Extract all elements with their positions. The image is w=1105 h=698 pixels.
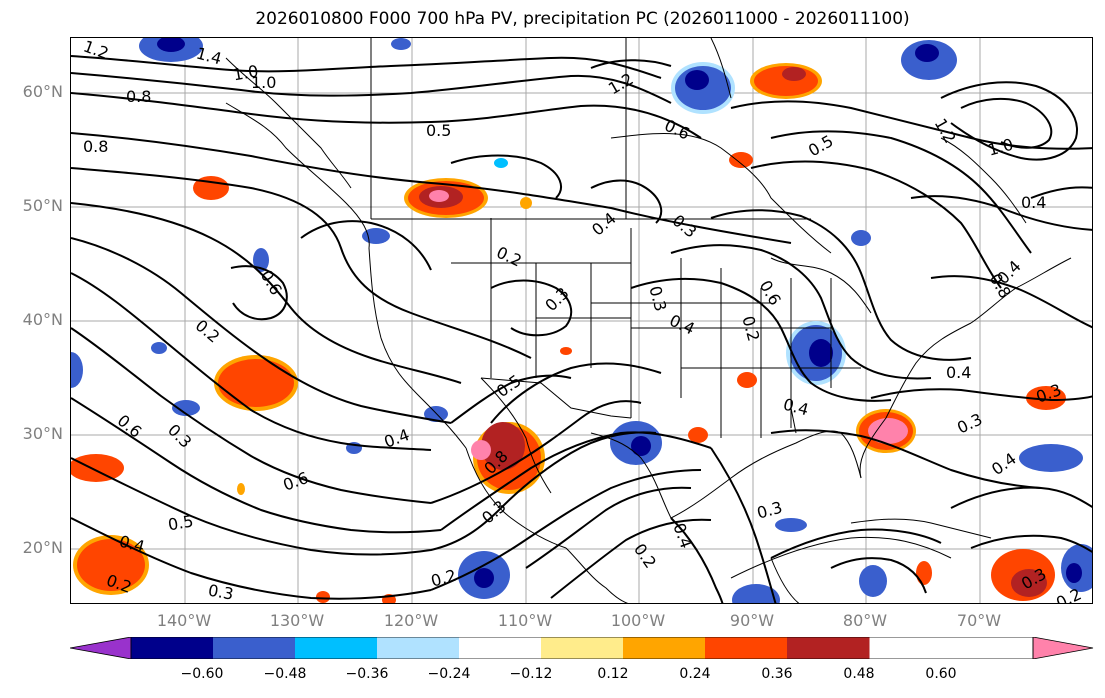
- lat-label: 60°N: [22, 82, 63, 101]
- colorbar-tick: −0.24: [427, 666, 471, 682]
- contour-label: 0.5: [166, 511, 194, 534]
- contour-label: 0.4: [669, 520, 696, 550]
- colorbar-cell: [295, 637, 378, 659]
- colorbar-cell: [623, 637, 706, 659]
- contour-label: 0.4: [988, 449, 1020, 479]
- colorbar-extend-low: [70, 637, 132, 659]
- contour-label: 1.2: [931, 115, 960, 147]
- contour-label: 0.3: [669, 211, 701, 242]
- contour-label: 0.8: [126, 87, 151, 106]
- contour-label: 0.4: [1021, 193, 1046, 212]
- lon-label: 70°W: [956, 611, 1002, 630]
- lat-label: 50°N: [22, 196, 63, 215]
- pv-contours: [71, 55, 1092, 603]
- contour-label: 0.5: [805, 131, 837, 160]
- contour-label: 0.4: [381, 425, 411, 452]
- colorbar-cell: [213, 637, 296, 659]
- contour-label: 0.2: [630, 540, 660, 572]
- contour-label: 0.6: [114, 411, 146, 442]
- lon-label: 120°W: [383, 611, 439, 630]
- contour-label: 0.3: [645, 284, 670, 314]
- colorbar-tick: 0.60: [925, 666, 957, 682]
- lat-label: 40°N: [22, 310, 63, 329]
- contour-label: 0.3: [207, 581, 235, 604]
- colorbar-tick: 0.12: [597, 666, 629, 682]
- lon-label: 140°W: [156, 611, 212, 630]
- contour-label: 0.2: [429, 566, 459, 591]
- coastlines: [225, 38, 1072, 603]
- map-canvas: 1.2 1.4 1.0 0.8 0.8 0.5 0.6 1.2 1.0 0.5 …: [71, 38, 1092, 604]
- chart-title: 2026010800 F000 700 hPa PV, precipitatio…: [255, 9, 910, 29]
- lon-label: 100°W: [610, 611, 666, 630]
- colorbar-cell: [705, 637, 788, 659]
- lat-label: 20°N: [22, 538, 63, 557]
- colorbar-extend-high: [1032, 637, 1094, 659]
- contour-label: 1.2: [605, 69, 637, 98]
- lon-label: 90°W: [729, 611, 775, 630]
- contour-label: 0.8: [83, 137, 108, 156]
- lat-label: 30°N: [22, 424, 63, 443]
- colorbar-cells: [131, 637, 870, 659]
- lon-label: 130°W: [269, 611, 325, 630]
- colorbar-tick: −0.36: [345, 666, 389, 682]
- contour-label: 0.3: [541, 284, 572, 315]
- contour-label: 0.3: [954, 410, 985, 438]
- graticule: [71, 38, 1092, 603]
- colorbar-tick: 0.36: [761, 666, 793, 682]
- contour-label: 0.3: [164, 420, 195, 451]
- contour-label: 1.0: [231, 61, 259, 84]
- colorbar: [70, 637, 1094, 659]
- colorbar-cell: [459, 637, 542, 659]
- lon-label: 110°W: [497, 611, 553, 630]
- contour-label: 0.2: [738, 314, 763, 344]
- contour-label: 0.3: [755, 498, 785, 523]
- colorbar-cell: [787, 637, 870, 659]
- colorbar-tick: −0.12: [509, 666, 553, 682]
- colorbar-cell: [131, 637, 214, 659]
- map-panel: 1.2 1.4 1.0 0.8 0.8 0.5 0.6 1.2 1.0 0.5 …: [70, 37, 1093, 604]
- colorbar-cell: [541, 637, 624, 659]
- colorbar-tick: −0.48: [263, 666, 307, 682]
- contour-label: 0.4: [667, 311, 698, 339]
- contour-label: 1.4: [194, 43, 224, 68]
- colorbar-tick: 0.48: [843, 666, 875, 682]
- contour-label: 0.2: [494, 243, 525, 271]
- colorbar-tick: 0.24: [679, 666, 711, 682]
- lon-label: 80°W: [842, 611, 888, 630]
- colorbar-cell: [377, 637, 460, 659]
- contour-label: 0.4: [588, 209, 620, 240]
- contour-label: 0.4: [781, 394, 811, 419]
- contour-label: 0.5: [426, 121, 451, 140]
- contour-label: 0.2: [192, 316, 224, 347]
- precip-shading: [71, 38, 1092, 603]
- contour-label: 1.0: [251, 73, 276, 92]
- contour-label: 0.4: [946, 363, 971, 382]
- colorbar-tick: −0.60: [180, 666, 224, 682]
